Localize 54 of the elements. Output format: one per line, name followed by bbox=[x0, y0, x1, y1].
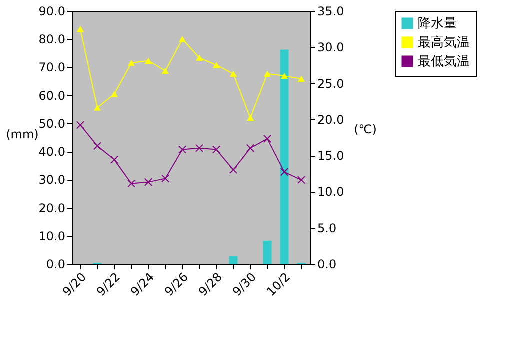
point bbox=[229, 166, 238, 174]
y-tick-label: 80.0 bbox=[38, 32, 66, 47]
bar bbox=[280, 50, 289, 264]
y-tick-label: 60.0 bbox=[38, 88, 66, 103]
point bbox=[144, 58, 152, 64]
y-tick-label: 20.0 bbox=[38, 201, 66, 216]
bar bbox=[263, 240, 272, 264]
point bbox=[110, 156, 119, 164]
point bbox=[195, 144, 204, 152]
point bbox=[212, 62, 220, 68]
point bbox=[178, 36, 186, 42]
y-tick-label: 70.0 bbox=[38, 60, 66, 75]
y2-tick-label: 25.0 bbox=[318, 76, 344, 91]
point bbox=[280, 168, 289, 176]
bar bbox=[229, 256, 238, 264]
y-tick-label: 90.0 bbox=[38, 4, 66, 18]
y2-tick-label: 5.0 bbox=[318, 221, 337, 236]
y2-tick-label: 10.0 bbox=[318, 185, 344, 200]
y-tick-label: 40.0 bbox=[38, 145, 66, 160]
point bbox=[110, 91, 118, 98]
point bbox=[246, 114, 254, 122]
point bbox=[127, 180, 136, 188]
y2-tick-label: 30.0 bbox=[318, 40, 344, 55]
y2-tick-label: 0.0 bbox=[318, 258, 337, 272]
y-tick-label: 0.0 bbox=[46, 258, 66, 272]
point bbox=[246, 144, 255, 152]
point bbox=[161, 174, 170, 183]
legend-label: 最高気温 bbox=[418, 34, 470, 50]
point bbox=[144, 178, 153, 186]
y-tick-label: 30.0 bbox=[38, 173, 66, 188]
point bbox=[94, 104, 102, 111]
point bbox=[264, 70, 272, 77]
y2-tick-label: 15.0 bbox=[318, 149, 344, 164]
point bbox=[280, 72, 288, 80]
y2-tick-label: 35.0 bbox=[318, 4, 344, 18]
y-axis-title: (mm) bbox=[6, 128, 39, 142]
point bbox=[196, 54, 204, 62]
point bbox=[298, 76, 306, 82]
point bbox=[128, 60, 136, 66]
point bbox=[76, 121, 85, 130]
y-tick-label: 10.0 bbox=[38, 229, 66, 244]
point bbox=[76, 26, 84, 32]
y2-axis-title: (℃) bbox=[354, 122, 377, 136]
point bbox=[212, 146, 221, 154]
legend-label: 最低気温 bbox=[418, 54, 470, 70]
point bbox=[178, 146, 187, 154]
point bbox=[230, 70, 238, 77]
point bbox=[263, 134, 272, 143]
point bbox=[93, 142, 102, 150]
y-tick-label: 50.0 bbox=[38, 116, 66, 131]
point bbox=[297, 176, 306, 184]
legend-label: 降水量 bbox=[418, 16, 457, 32]
point bbox=[162, 68, 170, 74]
y2-tick-label: 20.0 bbox=[318, 112, 344, 127]
